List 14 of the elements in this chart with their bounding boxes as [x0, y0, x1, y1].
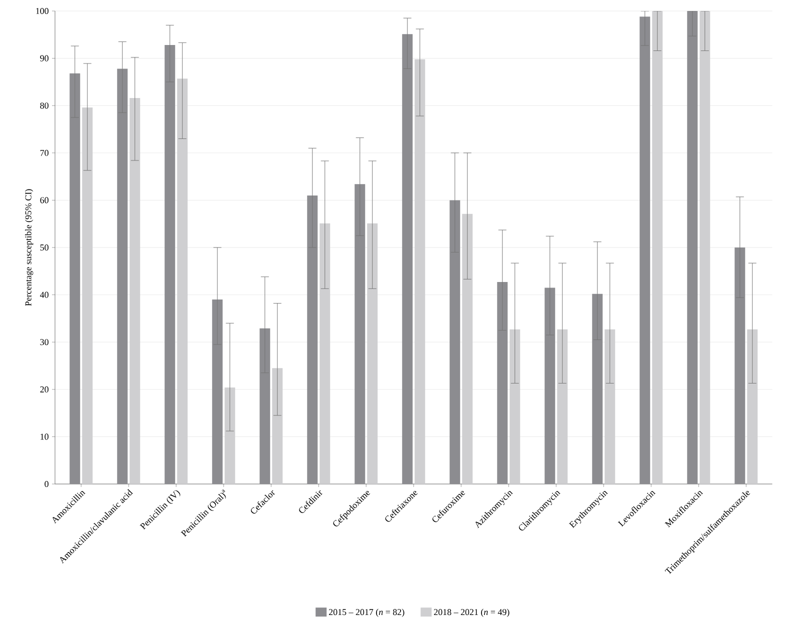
y-axis-title: Percentage susceptible (95% CI)	[25, 189, 34, 306]
y-tick-label: 60	[40, 197, 48, 204]
y-tick-label: 0	[44, 480, 48, 488]
y-tick-label: 70	[40, 150, 48, 156]
legend-label: 2015 – 2017 (n = 82)	[328, 608, 404, 617]
y-tick-label: 30	[40, 339, 48, 346]
legend-label: 2018 – 2021 (n = 49)	[434, 608, 510, 617]
y-tick-label: 50	[40, 244, 48, 251]
y-tick-label: 10	[40, 434, 48, 440]
y-tick-label: 80	[40, 102, 48, 109]
y-tick-label: 100	[36, 8, 48, 14]
y-tick-label: 20	[40, 386, 48, 392]
y-tick-label: 90	[40, 55, 48, 62]
y-tick-label: 40	[40, 292, 48, 298]
